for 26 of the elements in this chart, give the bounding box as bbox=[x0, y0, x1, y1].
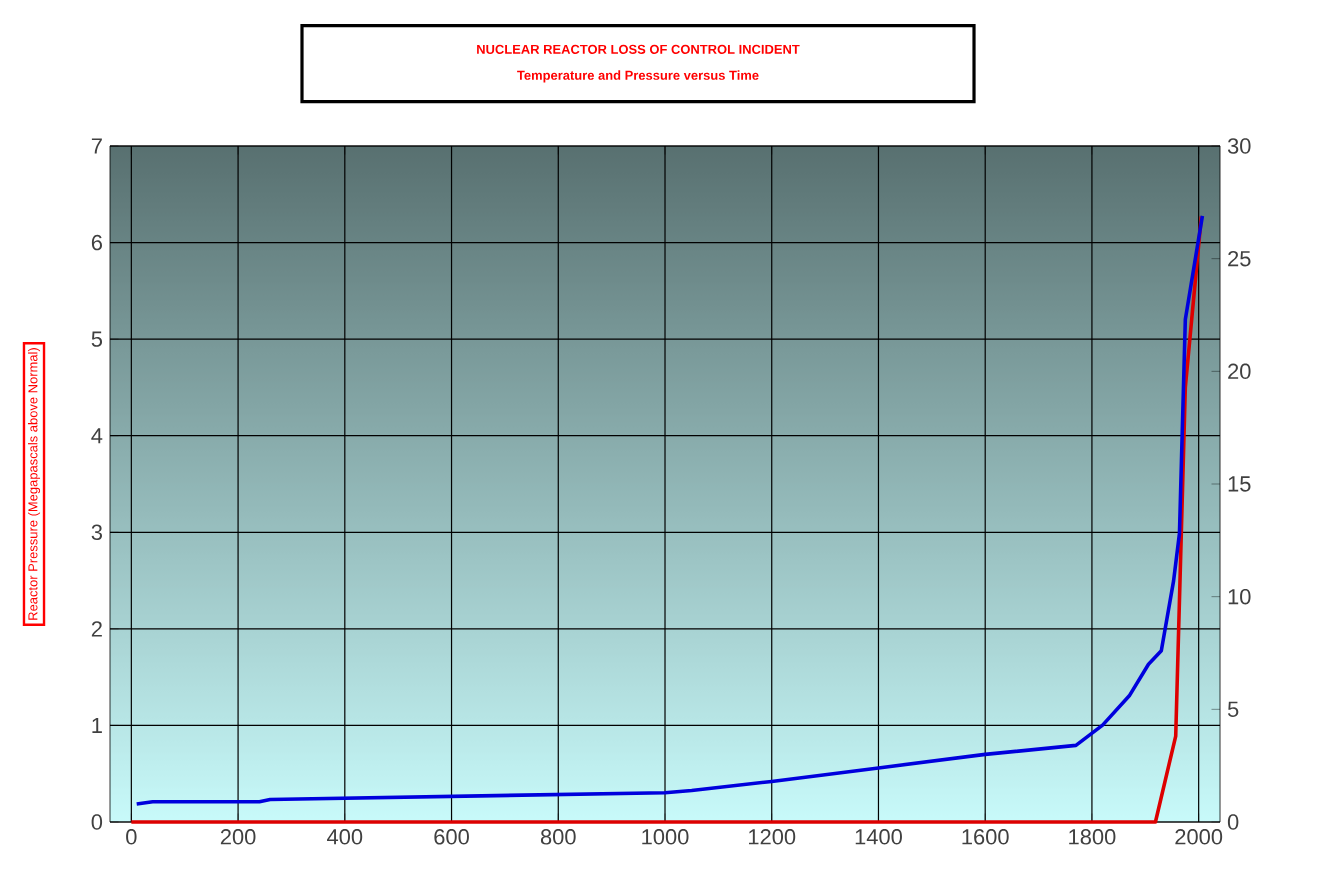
y2-tick-label: 15 bbox=[1228, 476, 1251, 492]
y-tick-label: 0 bbox=[91, 814, 103, 830]
x-tick-label: 400 bbox=[327, 829, 363, 845]
x-tick-label: 0 bbox=[126, 829, 137, 845]
y-tick-label: 1 bbox=[92, 717, 102, 733]
y-tick-label: 5 bbox=[91, 331, 103, 347]
x-tick-label: 1600 bbox=[962, 829, 1009, 845]
x-tick-label: 1200 bbox=[749, 829, 796, 845]
x-tick-label: 800 bbox=[540, 829, 576, 845]
y-tick-label: 7 bbox=[91, 138, 102, 154]
y-tick-label: 2 bbox=[91, 621, 102, 637]
x-tick-label: 200 bbox=[220, 829, 256, 845]
x-tick-label: 600 bbox=[434, 829, 469, 845]
y-tick-label: 3 bbox=[91, 524, 102, 541]
y-tick-label: 4 bbox=[91, 428, 103, 444]
y2-tick-label: 5 bbox=[1227, 701, 1239, 717]
y2-tick-label: 0 bbox=[1227, 814, 1239, 830]
y-tick-label: 6 bbox=[91, 234, 102, 251]
y2-tick-label: 20 bbox=[1228, 363, 1251, 380]
y2-tick-label: 25 bbox=[1228, 250, 1251, 267]
y2-tick-label: 10 bbox=[1228, 588, 1251, 605]
y2-tick-label: 30 bbox=[1227, 138, 1251, 154]
x-tick-label: 1000 bbox=[642, 829, 689, 845]
x-tick-label: 1800 bbox=[1069, 829, 1116, 845]
x-tick-label: 2000 bbox=[1175, 829, 1223, 845]
x-tick-label: 1400 bbox=[855, 829, 902, 845]
